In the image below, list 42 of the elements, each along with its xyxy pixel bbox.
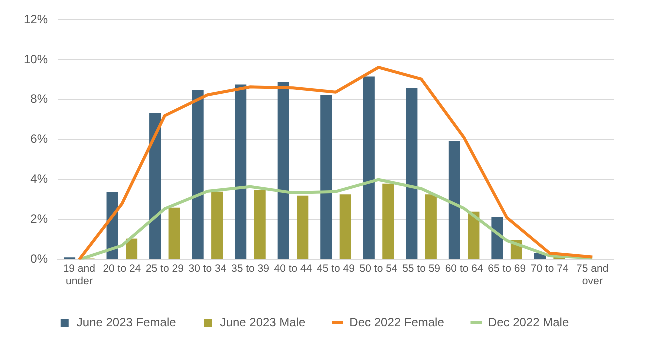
- bar: [425, 194, 437, 260]
- bar: [363, 76, 375, 260]
- bar: [168, 208, 180, 260]
- bar: [254, 190, 266, 260]
- bar: [126, 238, 138, 260]
- x-tick-label: 25 to 29: [146, 262, 184, 275]
- bar: [278, 82, 290, 260]
- y-tick-label: 12%: [24, 12, 48, 26]
- y-tick-label: 6%: [30, 132, 48, 146]
- bar: [448, 142, 460, 260]
- legend-label: June 2023 Female: [76, 315, 177, 330]
- x-tick-label: 65 to 69: [488, 262, 526, 275]
- y-tick-label: 8%: [30, 92, 48, 106]
- bar: [468, 212, 480, 260]
- bar: [235, 84, 247, 260]
- bar: [192, 90, 204, 260]
- x-tick-label: 40 to 44: [274, 262, 312, 275]
- bar: [406, 88, 418, 260]
- bar: [212, 192, 224, 260]
- legend-label: Dec 2022 Male: [488, 315, 570, 330]
- x-tick-label: 70 to 74: [530, 262, 569, 275]
- x-tick-label: 45 to 49: [317, 262, 356, 275]
- legend-label: June 2023 Male: [220, 315, 306, 330]
- y-tick-label: 10%: [24, 52, 48, 66]
- y-tick-label: 2%: [30, 212, 48, 226]
- legend-label: Dec 2022 Female: [350, 315, 445, 330]
- x-tick-label: 60 to 64: [445, 262, 484, 275]
- x-tick-label: 50 to 54: [360, 262, 398, 275]
- y-tick-label: 4%: [30, 172, 48, 186]
- bar: [492, 217, 504, 260]
- x-tick-label: 55 to 59: [402, 262, 441, 275]
- x-tick-label: 20 to 24: [103, 262, 142, 275]
- bar: [382, 184, 394, 260]
- bar: [297, 196, 309, 260]
- bar: [320, 95, 332, 260]
- x-tick-label: 30 to 34: [188, 262, 227, 275]
- x-tick-label: 75 and over: [576, 262, 609, 288]
- x-tick-label: 19 and under: [63, 262, 96, 288]
- y-tick-label: 0%: [30, 252, 48, 266]
- bar: [150, 113, 162, 260]
- x-tick-label: 35 to 39: [231, 262, 270, 275]
- bar: [340, 194, 352, 260]
